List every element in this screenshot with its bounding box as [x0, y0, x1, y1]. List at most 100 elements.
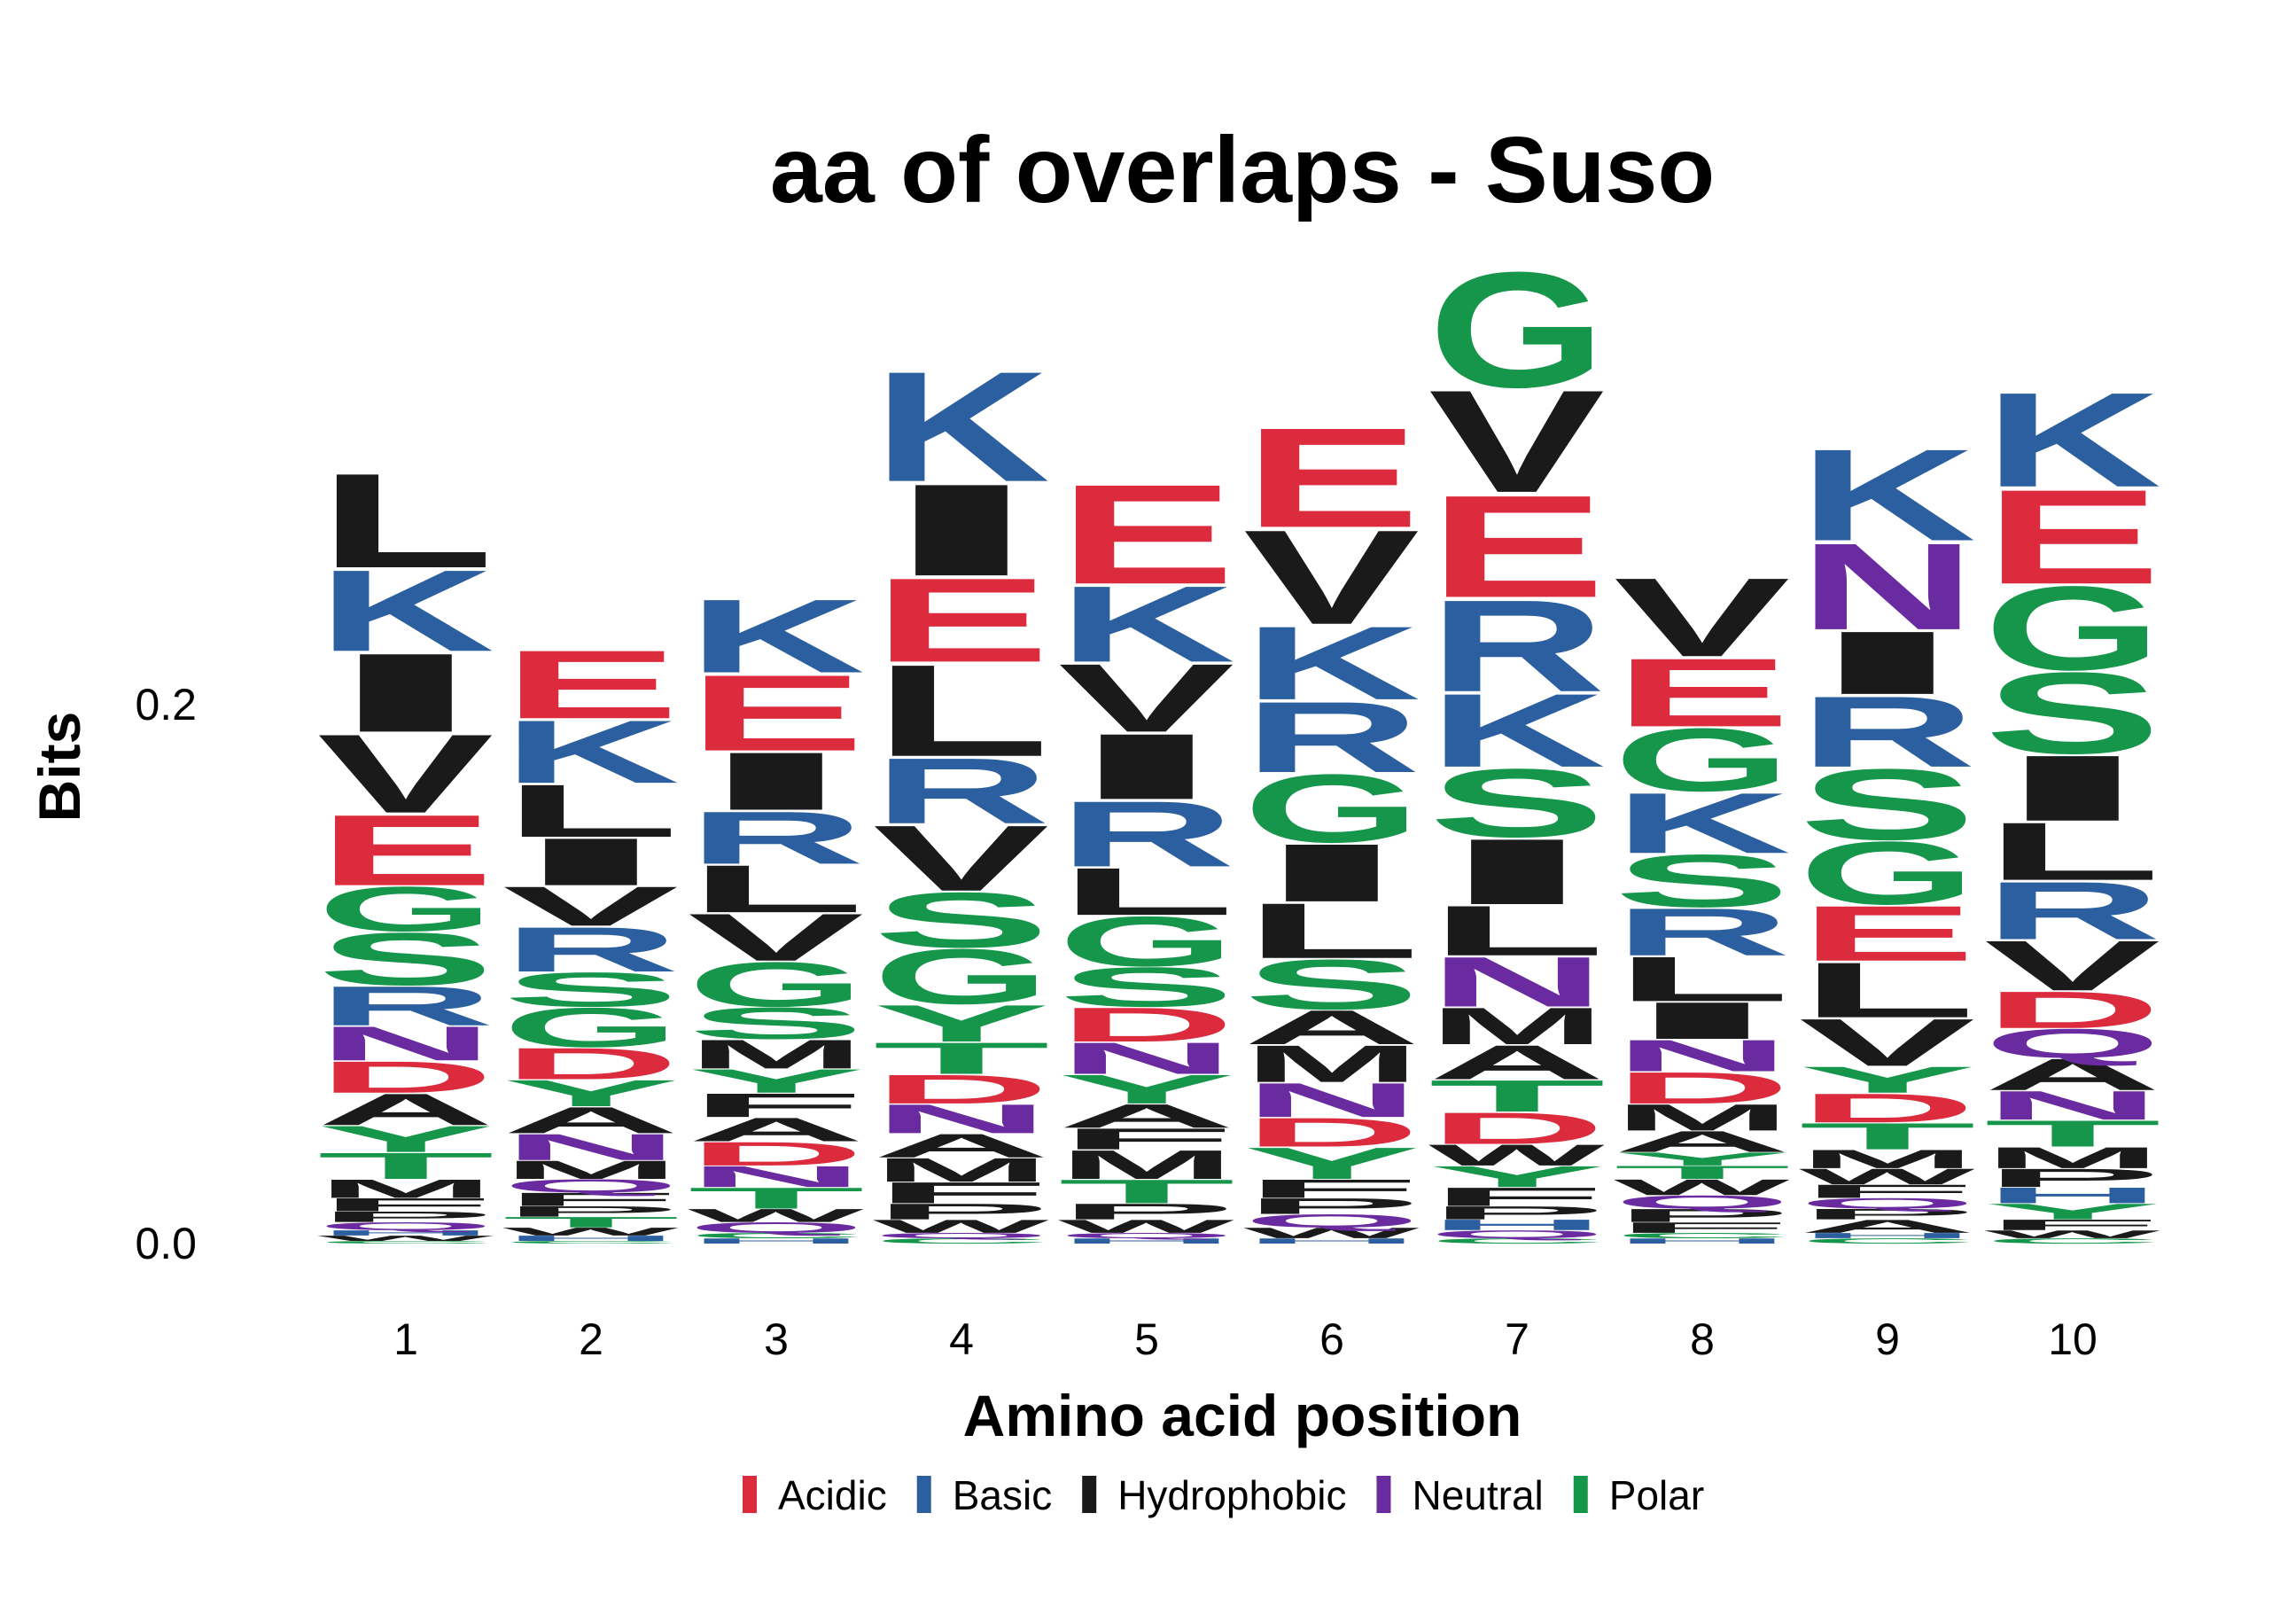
- logo-letter-s: S: [873, 876, 1050, 963]
- logo-letter-l: L: [502, 769, 680, 853]
- logo-letter-a: A: [1614, 1125, 1791, 1158]
- logo-letter-i: I: [688, 736, 865, 828]
- logo-letter-q: Q: [688, 1220, 865, 1236]
- logo-letter-i: I: [317, 630, 494, 755]
- logo-letter-q: Q: [1243, 1211, 1420, 1232]
- logo-letter-k: K: [317, 546, 494, 675]
- logo-letter-v: V: [1614, 554, 1790, 680]
- logo-letter-w: W: [1984, 1228, 2160, 1240]
- logo-letter-g: G: [1243, 754, 1420, 863]
- logo-letter-c: C: [688, 1231, 865, 1239]
- logo-letter-l: L: [688, 852, 865, 927]
- logo-letter-n: N: [317, 1017, 494, 1071]
- y-tick-label: 0.2: [135, 680, 197, 729]
- logo-letter-w: W: [1799, 1164, 1975, 1189]
- logo-letter-c: C: [502, 1240, 680, 1244]
- logo-letter-y: Y: [1614, 1149, 1791, 1170]
- logo-letter-r: R: [1799, 675, 1976, 789]
- x-tick-label: 9: [1875, 1314, 1900, 1364]
- logo-letter-s: S: [1614, 839, 1791, 923]
- logo-letter-g: G: [1058, 902, 1235, 981]
- logo-letter-s: S: [502, 963, 680, 1017]
- x-tick-label: 8: [1690, 1314, 1715, 1364]
- logo-letter-l: L: [1428, 891, 1606, 971]
- logo-letter-q: Q: [1428, 1228, 1606, 1240]
- logo-letter-e: E: [1984, 462, 2161, 612]
- logo-letter-d: D: [688, 1135, 865, 1172]
- logo-letter-h: H: [502, 1234, 680, 1242]
- logo-letter-f: F: [1058, 1122, 1235, 1156]
- logo-letter-e: E: [317, 794, 494, 907]
- y-tick-label: 0.0: [135, 1219, 197, 1268]
- logo-letter-w: W: [688, 1205, 865, 1227]
- logo-letter-d: D: [873, 1066, 1050, 1112]
- logo-letter-q: Q: [873, 1231, 1050, 1239]
- logo-letter-a: A: [1428, 1035, 1606, 1089]
- logo-letter-v: V: [1243, 503, 1420, 652]
- logo-letter-q: Q: [502, 1175, 680, 1197]
- logo-letter-r: R: [688, 796, 865, 879]
- legend-swatch: [1082, 1476, 1097, 1513]
- logo-letter-h: H: [1058, 1236, 1235, 1244]
- logo-letter-n: N: [502, 1127, 680, 1168]
- logo-letter-k: K: [688, 578, 865, 695]
- logo-letter-a: A: [502, 1099, 680, 1141]
- legend: Acidic Basic Hydrophobic Neutral Polar: [743, 1472, 1704, 1518]
- logo-letter-t: T: [1799, 1116, 1976, 1158]
- logo-letter-v: V: [1984, 926, 2160, 1006]
- logo-letter-n: N: [1614, 1031, 1791, 1081]
- logo-letter-y: Y: [1058, 1066, 1235, 1112]
- legend-item-hydrophobic: Hydrophobic: [1082, 1472, 1346, 1518]
- x-axis-title: Amino acid position: [963, 1383, 1522, 1448]
- logo-letter-k: K: [1428, 672, 1606, 789]
- legend-swatch: [1376, 1476, 1391, 1513]
- logo-letter-d: D: [1799, 1085, 1976, 1131]
- logo-letter-s: S: [317, 917, 494, 1001]
- logo-letter-h: H: [1614, 1236, 1791, 1244]
- x-axis-ticks: 1 2 3 4 5 6 7 8 9 10: [393, 1314, 2098, 1364]
- logo-letter-c: C: [1614, 1231, 1791, 1239]
- logo-letter-t: T: [873, 1034, 1050, 1084]
- logo-letter-g: G: [1428, 238, 1606, 422]
- logo-letter-p: P: [1984, 1164, 2161, 1193]
- logo-letter-n: N: [1243, 1073, 1420, 1127]
- logo-letter-c: C: [1428, 1236, 1606, 1244]
- logo-letter-i: I: [502, 824, 680, 900]
- logo-letter-n: N: [1428, 942, 1606, 1022]
- logo-letter-p: P: [502, 1203, 680, 1220]
- logo-letter-v: V: [1799, 1005, 1975, 1080]
- logo-letter-k: K: [1984, 365, 2161, 515]
- logo-letter-r: R: [1058, 782, 1235, 886]
- logo-letter-d: D: [1428, 1104, 1606, 1154]
- legend-item-neutral: Neutral: [1376, 1472, 1544, 1518]
- logo-letter-r: R: [873, 739, 1050, 844]
- logo-letter-w: W: [873, 1216, 1050, 1237]
- legend-label: Neutral: [1412, 1472, 1543, 1518]
- logo-letter-h: H: [1984, 1182, 2161, 1207]
- logo-letter-e: E: [873, 553, 1050, 687]
- logo-letter-p: P: [1058, 1199, 1235, 1224]
- x-tick-label: 3: [764, 1314, 789, 1364]
- logo-letter-l: L: [1984, 805, 2161, 897]
- logo-letter-w: W: [1243, 1225, 1420, 1242]
- logo-letter-a: A: [1799, 1216, 1976, 1237]
- logo-letter-q: Q: [1614, 1191, 1791, 1213]
- legend-item-polar: Polar: [1573, 1472, 1704, 1518]
- legend-label: Polar: [1609, 1472, 1704, 1518]
- logo-letter-p: P: [1614, 1205, 1791, 1227]
- logo-letter-l: L: [1614, 944, 1791, 1015]
- logo-letter-r: R: [1984, 864, 2161, 956]
- logo-letter-f: F: [1614, 1220, 1791, 1236]
- logo-letter-e: E: [1058, 455, 1235, 613]
- logo-letter-g: G: [502, 996, 680, 1059]
- logo-letter-g: G: [688, 948, 865, 1019]
- legend-label: Hydrophobic: [1117, 1472, 1346, 1518]
- logo-letter-w: W: [502, 1225, 679, 1237]
- logo-letter-e: E: [502, 630, 680, 739]
- logo-letter-i: I: [1614, 992, 1791, 1050]
- logo-letter-n: N: [1984, 1082, 2161, 1128]
